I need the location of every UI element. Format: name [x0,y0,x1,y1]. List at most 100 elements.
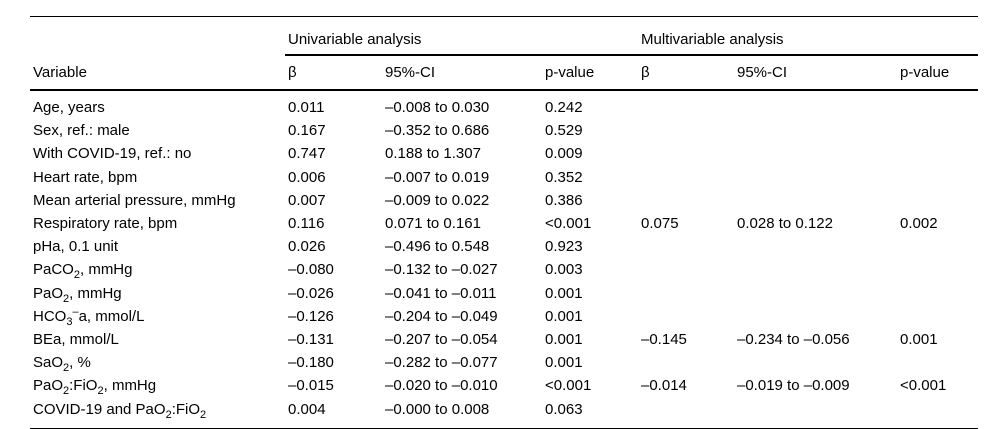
cell-uni-ci: –0.020 to –0.010 [385,377,498,395]
cell-multi-beta [638,258,734,281]
cell-multi-beta [638,351,734,374]
cell-multi-ci [734,282,897,305]
cell-uni-beta: 0.026 [288,238,326,256]
table-row: Mean arterial pressure, mmHg 0.007 –0.00… [30,189,978,212]
cell-variable: PaO2, mmHg [33,284,122,305]
table-row: With COVID-19, ref.: no 0.747 0.188 to 1… [30,142,978,165]
cell-multi-ci: 0.028 to 0.122 [737,215,833,233]
cell-multi-ci [734,305,897,328]
cell-uni-beta: –0.131 [288,331,334,349]
col-header-multi-beta: β [638,55,734,91]
table-row: PaO2:FiO2, mmHg –0.015 –0.020 to –0.010 … [30,374,978,397]
cell-uni-ci: –0.282 to –0.077 [385,354,498,372]
cell-uni-beta: –0.080 [288,261,334,279]
cell-uni-p: 0.242 [545,99,583,116]
cell-uni-ci: –0.009 to 0.022 [385,191,490,209]
cell-variable: Age, years [33,99,105,116]
cell-uni-p: 0.386 [545,191,583,209]
cell-uni-beta: 0.167 [288,122,326,140]
cell-multi-beta [638,119,734,142]
cell-multi-beta [638,166,734,189]
cell-multi-beta: –0.145 [641,331,687,349]
cell-multi-ci [734,258,897,281]
cell-uni-p: 0.001 [545,284,583,302]
group-header-spacer [30,17,285,56]
cell-multi-p [897,235,978,258]
cell-uni-ci: –0.496 to 0.548 [385,238,490,256]
cell-uni-ci: –0.008 to 0.030 [385,99,490,116]
cell-uni-beta: –0.015 [288,377,334,395]
cell-uni-beta: –0.180 [288,354,334,372]
cell-variable: Sex, ref.: male [33,122,130,140]
cell-multi-beta [638,305,734,328]
cell-variable: SaO2, % [33,354,91,375]
cell-uni-p: 0.001 [545,307,583,325]
cell-multi-p [897,258,978,281]
table-row: SaO2, % –0.180 –0.282 to –0.077 0.001 [30,351,978,374]
cell-uni-p: 0.001 [545,354,583,372]
cell-uni-beta: 0.116 [288,215,325,233]
cell-multi-p [897,305,978,328]
regression-table: Univariable analysis Multivariable analy… [30,16,979,429]
column-header-row: Variable β 95%-CI p-value β 95%-CI p-val… [30,55,979,91]
cell-variable: pHa, 0.1 unit [33,238,119,256]
cell-uni-ci: –0.207 to –0.054 [385,331,498,349]
col-header-uni-ci: 95%-CI [382,55,542,91]
cell-multi-beta: –0.014 [641,377,687,395]
cell-uni-ci: –0.352 to 0.686 [385,122,490,140]
col-header-variable: Variable [30,55,285,91]
cell-uni-p: 0.352 [545,168,583,186]
cell-multi-p: <0.001 [900,377,947,395]
cell-variable: COVID-19 and PaO2:FiO2 [33,400,207,421]
cell-multi-p [897,398,978,429]
cell-multi-p [897,119,978,142]
cell-multi-beta [638,90,734,119]
cell-uni-p: <0.001 [545,377,592,395]
cell-uni-p: 0.009 [545,145,583,163]
cell-multi-beta [638,235,734,258]
cell-uni-ci: –0.041 to –0.011 [385,284,497,302]
col-header-multi-ci: 95%-CI [734,55,897,91]
cell-multi-p [897,189,978,212]
cell-uni-beta: –0.126 [288,307,334,325]
table-row: PaCO2, mmHg –0.080 –0.132 to –0.027 0.00… [30,258,978,281]
cell-multi-p [897,282,978,305]
cell-multi-ci: –0.019 to –0.009 [737,377,850,395]
cell-variable: PaCO2, mmHg [33,261,133,282]
cell-multi-p: 0.001 [900,331,938,349]
table-row: Age, years 0.011 –0.008 to 0.030 0.242 [30,90,978,119]
table-head: Univariable analysis Multivariable analy… [30,16,979,91]
table-body: Age, years 0.011 –0.008 to 0.030 0.242 S… [30,90,978,428]
cell-uni-beta: 0.007 [288,191,326,209]
cell-uni-ci: –0.000 to 0.008 [385,400,490,418]
cell-uni-beta: 0.006 [288,168,326,186]
cell-multi-ci [734,142,897,165]
table-row: pHa, 0.1 unit 0.026 –0.496 to 0.548 0.92… [30,235,978,258]
cell-multi-ci [734,166,897,189]
cell-uni-p: 0.001 [545,331,583,349]
cell-multi-beta [638,282,734,305]
table-row: Respiratory rate, bpm 0.116 0.071 to 0.1… [30,212,978,235]
cell-uni-p: 0.529 [545,122,583,140]
cell-multi-ci [734,398,897,429]
cell-variable: Respiratory rate, bpm [33,215,178,233]
cell-multi-ci: –0.234 to –0.056 [737,331,850,349]
table-row: PaO2, mmHg –0.026 –0.041 to –0.011 0.001 [30,282,978,305]
cell-multi-beta: 0.075 [641,215,679,233]
cell-multi-beta [638,398,734,429]
group-header-multivariable: Multivariable analysis [638,16,979,56]
cell-uni-p: 0.003 [545,261,583,279]
cell-variable: PaO2:FiO2, mmHg [33,377,157,398]
cell-multi-ci [734,90,897,119]
cell-uni-beta: 0.747 [288,145,326,163]
cell-multi-ci [734,119,897,142]
cell-multi-ci [734,351,897,374]
cell-uni-beta: 0.004 [288,400,326,418]
regression-table-wrap: Univariable analysis Multivariable analy… [30,16,979,429]
cell-uni-beta: 0.011 [288,99,325,116]
table-row: BEa, mmol/L –0.131 –0.207 to –0.054 0.00… [30,328,978,351]
cell-variable: Heart rate, bpm [33,168,138,186]
cell-variable: HCO3–a, mmol/L [33,305,145,328]
table-row: Sex, ref.: male 0.167 –0.352 to 0.686 0.… [30,119,978,142]
cell-multi-ci [734,235,897,258]
